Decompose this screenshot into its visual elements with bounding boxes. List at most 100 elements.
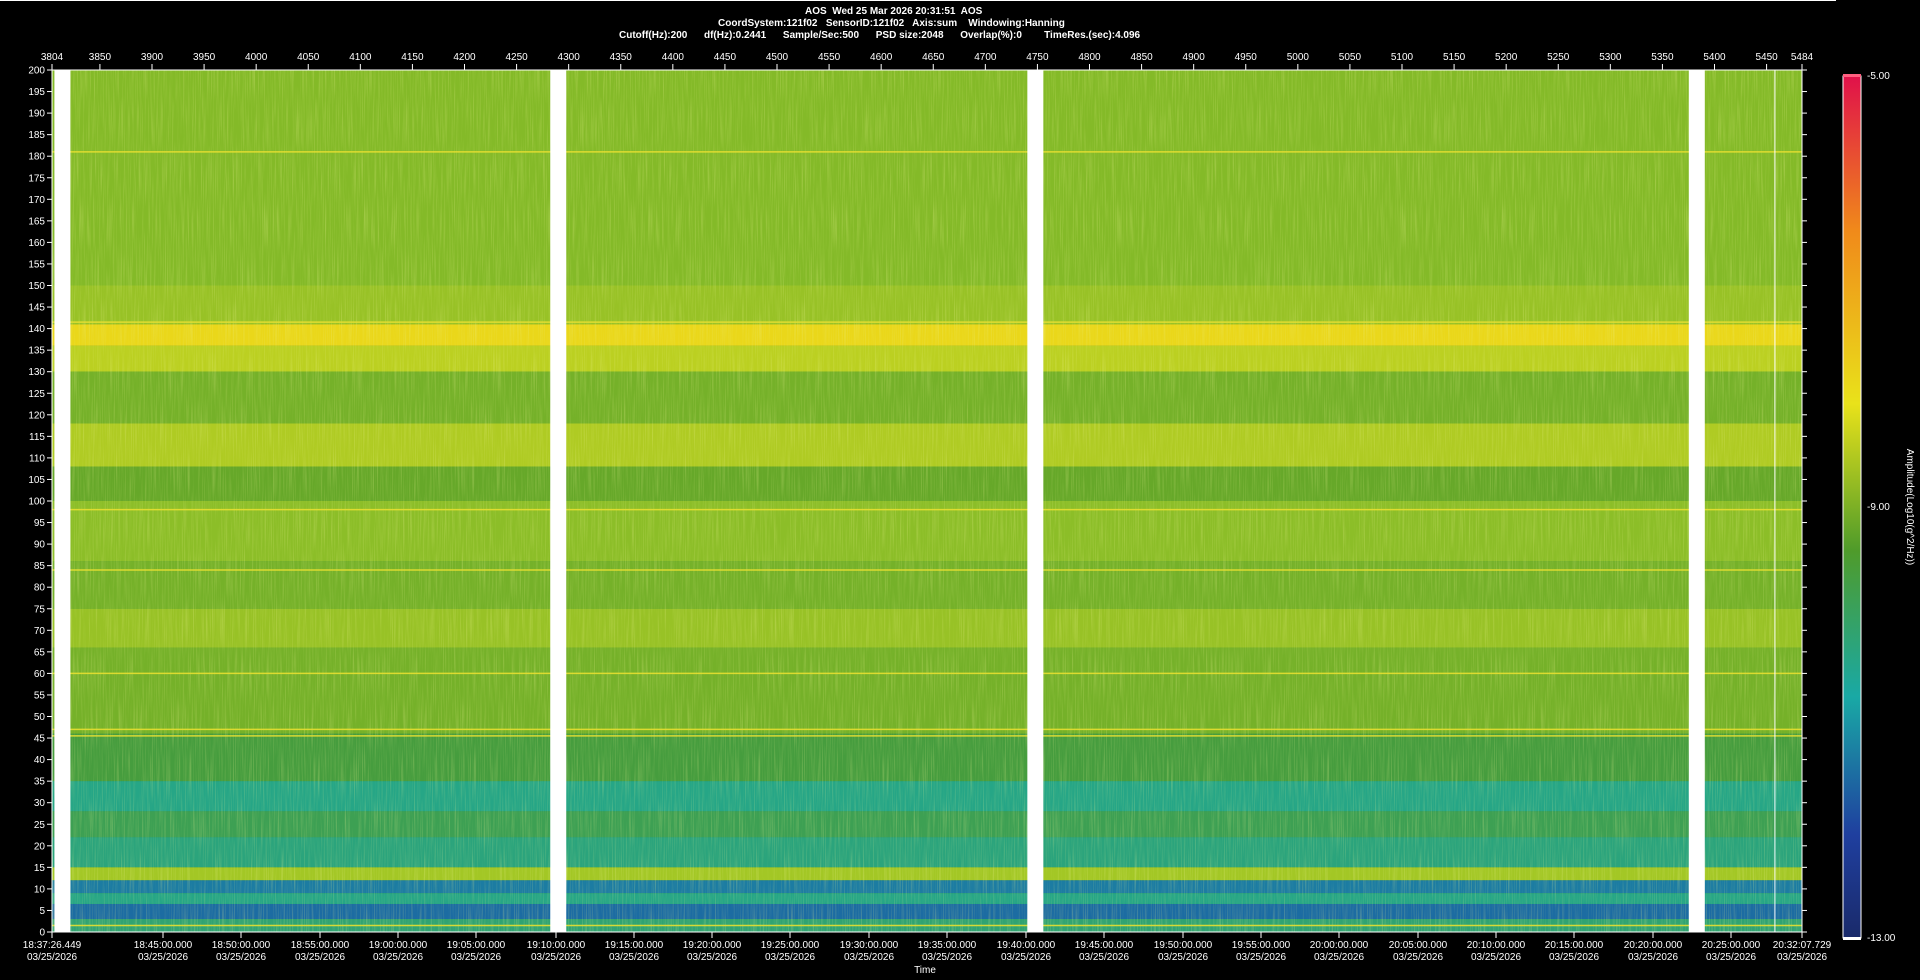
header-line-2: CoordSystem:121f02 SensorID:121f02 Axis:… [718, 18, 1065, 29]
x-tick-time-16: 20:00:00.000 [1310, 940, 1369, 951]
top-tick-label-0: 3804 [41, 52, 64, 63]
y-tick-label-33: 35 [34, 777, 46, 788]
data-gaps [54, 70, 1776, 932]
x-tick-time-21: 20:25:00.000 [1702, 940, 1761, 951]
colorbar-gradient [1842, 75, 1862, 939]
y-tick-label-40: 0 [39, 928, 45, 939]
x-tick-time-15: 19:55:00.000 [1232, 940, 1291, 951]
y-tick-label-24: 80 [34, 583, 46, 594]
x-axis-label: Time [914, 965, 936, 976]
harmonic-lines [52, 151, 1802, 927]
x-tick-time-22: 20:32:07.729 [1773, 940, 1832, 951]
x-tick-date-0: 03/25/2026 [27, 952, 77, 963]
y-tick-label-6: 170 [28, 195, 45, 206]
x-tick-date-17: 03/25/2026 [1393, 952, 1443, 963]
top-tick-label-33: 5450 [1755, 52, 1778, 63]
top-tick-label-10: 4300 [558, 52, 581, 63]
y-tick-label-1: 195 [28, 87, 45, 98]
x-tick-date-14: 03/25/2026 [1158, 952, 1208, 963]
top-tick-label-4: 4000 [245, 52, 268, 63]
x-tick-date-1: 03/25/2026 [138, 952, 188, 963]
y-tick-label-10: 150 [28, 281, 45, 292]
colorbar-tick-label-1: -9.00 [1867, 502, 1890, 513]
colorbar: -5.00 -9.00 -13.00 Amplitude(Log10(g^2/Hz)) [1842, 71, 1915, 944]
header-line-1: AOS Wed 25 Mar 2026 20:31:51 AOS [805, 6, 983, 17]
y-tick-label-15: 125 [28, 389, 45, 400]
x-tick-time-20: 20:20:00.000 [1624, 940, 1683, 951]
colorbar-tick-label-2: -13.00 [1867, 933, 1896, 944]
x-tick-date-20: 03/25/2026 [1628, 952, 1678, 963]
spectrogram-texture [52, 70, 1802, 932]
colorbar-bottom-cap [1843, 937, 1861, 940]
top-tick-label-28: 5200 [1495, 52, 1518, 63]
x-tick-time-17: 20:05:00.000 [1389, 940, 1448, 951]
top-tick-label-29: 5250 [1547, 52, 1570, 63]
top-tick-label-25: 5050 [1339, 52, 1362, 63]
top-tick-label-34: 5484 [1791, 52, 1814, 63]
x-tick-date-2: 03/25/2026 [216, 952, 266, 963]
top-tick-label-11: 4350 [610, 52, 633, 63]
x-tick-time-18: 20:10:00.000 [1467, 940, 1526, 951]
x-tick-time-0: 18:37:26.449 [23, 940, 82, 951]
x-tick-date-6: 03/25/2026 [531, 952, 581, 963]
gap-1 [550, 70, 567, 932]
y-tick-label-38: 10 [34, 884, 46, 895]
y-tick-label-36: 20 [34, 841, 46, 852]
y-tick-label-2: 190 [28, 109, 45, 120]
x-tick-date-11: 03/25/2026 [922, 952, 972, 963]
x-tick-time-13: 19:45:00.000 [1075, 940, 1134, 951]
y-tick-label-34: 30 [34, 798, 46, 809]
header-line-3: Cutoff(Hz):200 df(Hz):0.2441 Sample/Sec:… [619, 30, 1141, 41]
x-tick-time-11: 19:35:00.000 [918, 940, 977, 951]
x-tick-time-14: 19:50:00.000 [1154, 940, 1213, 951]
x-tick-time-3: 18:55:00.000 [291, 940, 350, 951]
y-tick-label-39: 5 [39, 906, 45, 917]
x-tick-time-5: 19:05:00.000 [447, 940, 506, 951]
x-tick-date-19: 03/25/2026 [1549, 952, 1599, 963]
top-tick-label-16: 4600 [870, 52, 893, 63]
x-tick-date-9: 03/25/2026 [765, 952, 815, 963]
top-tick-label-12: 4400 [662, 52, 685, 63]
top-tick-label-32: 5400 [1703, 52, 1726, 63]
top-tick-label-22: 4900 [1183, 52, 1206, 63]
y-tick-label-31: 45 [34, 734, 46, 745]
colorbar-tick-label-0: -5.00 [1867, 71, 1890, 82]
x-tick-date-13: 03/25/2026 [1079, 952, 1129, 963]
y-tick-label-30: 50 [34, 712, 46, 723]
y-tick-label-12: 140 [28, 324, 45, 335]
y-tick-label-13: 135 [28, 346, 45, 357]
top-tick-label-1: 3850 [89, 52, 112, 63]
x-tick-time-19: 20:15:00.000 [1545, 940, 1604, 951]
y-tick-label-11: 145 [28, 303, 45, 314]
colorbar-label: Amplitude(Log10(g^2/Hz)) [1904, 449, 1915, 565]
top-tick-label-2: 3900 [141, 52, 164, 63]
y-axis: 2001951901851801751701651601551501451401… [28, 66, 1807, 939]
y-tick-label-20: 100 [28, 497, 45, 508]
top-tick-label-13: 4450 [714, 52, 737, 63]
y-tick-label-32: 40 [34, 755, 46, 766]
y-tick-label-27: 65 [34, 647, 46, 658]
y-tick-label-26: 70 [34, 626, 46, 637]
y-tick-label-5: 175 [28, 173, 45, 184]
x-tick-date-3: 03/25/2026 [295, 952, 345, 963]
x-tick-date-21: 03/25/2026 [1706, 952, 1756, 963]
y-tick-label-37: 15 [34, 863, 46, 874]
top-tick-label-7: 4150 [401, 52, 424, 63]
top-tick-label-27: 5150 [1443, 52, 1466, 63]
y-tick-label-19: 105 [28, 475, 45, 486]
y-tick-label-4: 180 [28, 152, 45, 163]
x-tick-time-10: 19:30:00.000 [840, 940, 899, 951]
x-tick-time-2: 18:50:00.000 [212, 940, 271, 951]
top-tick-label-24: 5000 [1287, 52, 1310, 63]
top-tick-label-8: 4200 [453, 52, 476, 63]
gap-0 [54, 70, 71, 932]
x-tick-date-12: 03/25/2026 [1001, 952, 1051, 963]
top-tick-label-30: 5300 [1599, 52, 1622, 63]
top-tick-label-18: 4700 [974, 52, 997, 63]
top-tick-label-3: 3950 [193, 52, 216, 63]
y-tick-label-3: 185 [28, 130, 45, 141]
top-tick-label-31: 5350 [1651, 52, 1674, 63]
x-tick-time-1: 18:45:00.000 [134, 940, 193, 951]
y-tick-label-7: 165 [28, 216, 45, 227]
y-tick-label-29: 55 [34, 690, 46, 701]
